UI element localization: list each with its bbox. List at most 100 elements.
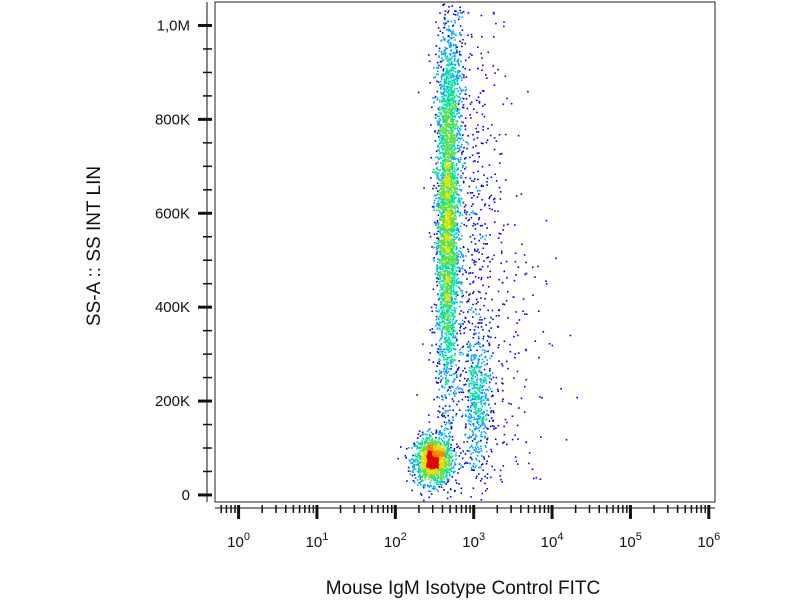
event-dot	[443, 312, 446, 315]
event-dot	[449, 46, 451, 48]
event-dot	[445, 246, 448, 249]
event-dot	[445, 82, 447, 84]
event-dot	[433, 465, 435, 468]
event-dot	[488, 420, 491, 422]
event-dot	[437, 130, 440, 132]
event-dot	[459, 353, 462, 356]
event-dot	[483, 423, 486, 425]
event-dot	[449, 287, 451, 289]
event-dot	[450, 343, 453, 346]
event-dot	[432, 476, 435, 479]
event-dot	[451, 265, 453, 267]
event-dot	[486, 427, 488, 430]
event-dot	[478, 389, 481, 391]
event-dot	[461, 234, 463, 237]
event-dot	[428, 446, 430, 449]
event-dot	[460, 79, 463, 82]
event-dot	[451, 134, 454, 137]
event-dot	[450, 37, 452, 40]
event-dot	[453, 136, 455, 138]
event-dot	[441, 53, 443, 56]
event-dot	[447, 349, 450, 351]
event-dot	[433, 101, 435, 104]
event-dot	[447, 115, 450, 118]
event-dot	[440, 292, 442, 295]
event-dot	[463, 76, 465, 79]
event-dot	[431, 472, 434, 474]
event-dot	[449, 301, 452, 303]
event-dot	[465, 425, 467, 428]
event-dot	[443, 166, 445, 169]
event-dot	[451, 342, 453, 344]
event-dot	[460, 267, 463, 270]
event-dot	[441, 206, 444, 209]
event-dot	[452, 144, 454, 146]
event-dot	[427, 449, 429, 452]
event-dot	[447, 327, 449, 330]
event-dot	[450, 333, 452, 335]
event-dot	[416, 471, 419, 473]
event-dot	[444, 191, 446, 194]
event-dot	[442, 396, 444, 398]
event-dot	[459, 54, 461, 57]
event-dot	[434, 113, 437, 116]
event-dot	[450, 286, 453, 288]
event-dot	[437, 224, 439, 226]
event-dot	[474, 356, 477, 359]
event-dot	[461, 166, 464, 169]
event-dot	[454, 462, 456, 464]
event-dot	[446, 190, 449, 193]
event-dot	[483, 374, 486, 376]
event-dot	[436, 488, 438, 491]
event-dot	[490, 395, 493, 398]
event-dot	[442, 165, 444, 168]
event-dot	[449, 341, 452, 344]
event-dot	[445, 292, 447, 294]
event-dot	[452, 103, 455, 106]
event-dot	[462, 180, 465, 183]
event-dot	[435, 431, 438, 433]
event-dot	[451, 255, 453, 258]
event-dot	[450, 152, 452, 155]
event-dot	[426, 430, 429, 432]
event-dot	[459, 6, 461, 9]
event-dot	[446, 241, 449, 244]
event-dot	[449, 167, 451, 169]
event-dot	[453, 126, 455, 129]
event-dot	[452, 25, 454, 27]
event-dot	[447, 11, 449, 14]
event-dot	[452, 69, 455, 72]
event-dot	[421, 443, 424, 446]
event-dot	[450, 138, 452, 140]
event-dot	[454, 70, 457, 73]
event-dot	[443, 211, 445, 214]
event-dot	[450, 90, 453, 92]
event-dot	[443, 111, 446, 114]
event-dot	[418, 470, 421, 472]
event-dot	[440, 316, 442, 318]
event-dot	[444, 163, 446, 166]
event-dot	[448, 257, 450, 260]
event-dot	[445, 354, 448, 357]
event-dot	[450, 446, 452, 449]
event-dot	[447, 28, 449, 31]
event-dot	[437, 135, 440, 138]
event-dot	[444, 264, 447, 266]
event-dot	[433, 449, 436, 452]
event-dot	[444, 370, 447, 373]
event-dot	[477, 409, 480, 412]
event-dot	[459, 211, 462, 214]
event-dot	[455, 78, 457, 80]
event-dot	[451, 273, 453, 275]
event-dot	[440, 346, 442, 348]
event-dot	[440, 174, 442, 177]
event-dot	[429, 457, 432, 460]
event-dot	[437, 123, 439, 125]
event-dot	[445, 143, 447, 145]
event-dot	[448, 206, 450, 208]
event-dot	[477, 366, 480, 368]
event-dot	[440, 146, 443, 148]
event-dot	[445, 314, 447, 316]
event-dot	[436, 66, 438, 69]
event-dot	[438, 189, 441, 191]
